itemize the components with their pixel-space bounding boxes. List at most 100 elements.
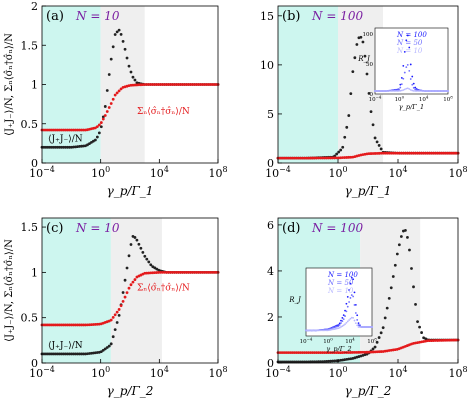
- data-point: [399, 151, 403, 155]
- inset-data-point: [345, 302, 348, 305]
- data-point: [196, 83, 200, 86]
- inset-data-point: [411, 89, 414, 92]
- inset-data-point: [399, 86, 402, 89]
- y-tick-label: 0.5: [21, 312, 39, 325]
- y-tick-label: 2: [31, 0, 38, 13]
- data-point: [410, 151, 413, 155]
- data-point: [147, 271, 151, 275]
- data-point: [121, 299, 125, 303]
- data-point: [408, 151, 411, 155]
- inset-data-point: [403, 71, 406, 74]
- data-point: [290, 360, 294, 364]
- data-point: [194, 83, 198, 86]
- data-point: [167, 83, 170, 86]
- inset-data-point: [380, 90, 382, 92]
- data-point: [343, 156, 347, 159]
- inset-x-tick-label: 108: [367, 337, 377, 345]
- data-point: [438, 339, 442, 342]
- data-point: [44, 145, 48, 149]
- data-point: [206, 83, 210, 86]
- data-point: [44, 352, 48, 356]
- data-point: [335, 359, 339, 363]
- data-point: [306, 351, 310, 355]
- x-tick-label: 108: [448, 165, 467, 180]
- inset-data-point: [399, 83, 402, 86]
- data-point: [375, 140, 379, 144]
- data-point: [111, 97, 115, 101]
- data-point: [300, 156, 304, 160]
- data-point: [42, 352, 46, 356]
- data-point: [206, 270, 210, 274]
- data-point: [149, 263, 153, 267]
- data-point: [337, 156, 341, 160]
- data-point: [371, 347, 375, 351]
- panel-label: (c): [46, 221, 63, 236]
- data-point: [365, 152, 369, 156]
- inset-data-point: [332, 328, 334, 331]
- inset-y-label: R_J: [357, 55, 371, 63]
- inset-y-label: R_J: [288, 296, 302, 304]
- y-tick-label: 0: [267, 357, 274, 370]
- inset-data-point: [408, 69, 411, 72]
- data-point: [68, 145, 72, 149]
- y-tick-label: 1.5: [21, 221, 39, 234]
- inset-x-label: γ_p/Γ_1: [399, 103, 424, 111]
- data-point: [44, 323, 48, 327]
- data-point: [379, 147, 383, 151]
- data-point: [367, 92, 371, 95]
- data-point: [361, 40, 365, 44]
- data-point: [103, 347, 107, 351]
- x-tick-label: 10−4: [265, 365, 291, 380]
- inset-data-point: [405, 39, 408, 42]
- data-point: [125, 266, 129, 270]
- inset-legend-entry: N = 50: [327, 279, 354, 287]
- data-point: [357, 350, 361, 354]
- inset-data-point: [357, 322, 360, 325]
- data-point: [377, 144, 381, 147]
- data-point: [119, 32, 123, 36]
- data-point: [365, 72, 369, 76]
- data-point: [161, 83, 165, 86]
- x-tick-label: 10−4: [265, 165, 291, 180]
- data-point: [58, 145, 62, 149]
- data-point: [404, 151, 407, 155]
- data-point: [313, 360, 316, 364]
- inset-data-point: [338, 324, 341, 326]
- inset-data-point: [323, 329, 326, 332]
- inset-data-point: [374, 90, 376, 92]
- data-point: [383, 151, 387, 155]
- data-point: [60, 128, 64, 132]
- data-point: [165, 270, 168, 274]
- data-point: [393, 151, 397, 155]
- data-point: [173, 270, 176, 274]
- data-point: [82, 128, 85, 132]
- x-axis-label: γ_p/Γ_1: [345, 184, 392, 198]
- data-point: [212, 270, 216, 274]
- data-point: [76, 323, 79, 327]
- inset-data-point: [391, 90, 394, 92]
- data-point: [103, 114, 107, 117]
- data-point: [294, 351, 298, 355]
- inset-data-point: [426, 90, 429, 92]
- data-point: [125, 291, 129, 295]
- x-axis-label: γ_p/Γ_2: [107, 384, 154, 398]
- data-point: [169, 270, 172, 274]
- data-point: [381, 151, 385, 155]
- inset-data-point: [352, 317, 355, 319]
- inset-x-tick-label: 104: [419, 95, 429, 103]
- data-point: [418, 151, 421, 155]
- data-point: [60, 145, 64, 149]
- data-point: [406, 151, 409, 155]
- data-point: [200, 83, 204, 86]
- inset-y-tick-label: 100: [363, 32, 374, 38]
- inset-data-point: [342, 324, 345, 327]
- inset-data-point: [314, 329, 317, 332]
- data-point: [105, 110, 109, 113]
- data-point: [339, 351, 343, 355]
- data-point: [133, 278, 137, 281]
- data-point: [446, 338, 450, 342]
- data-point: [159, 270, 163, 274]
- data-point: [288, 360, 292, 364]
- data-point: [113, 313, 117, 317]
